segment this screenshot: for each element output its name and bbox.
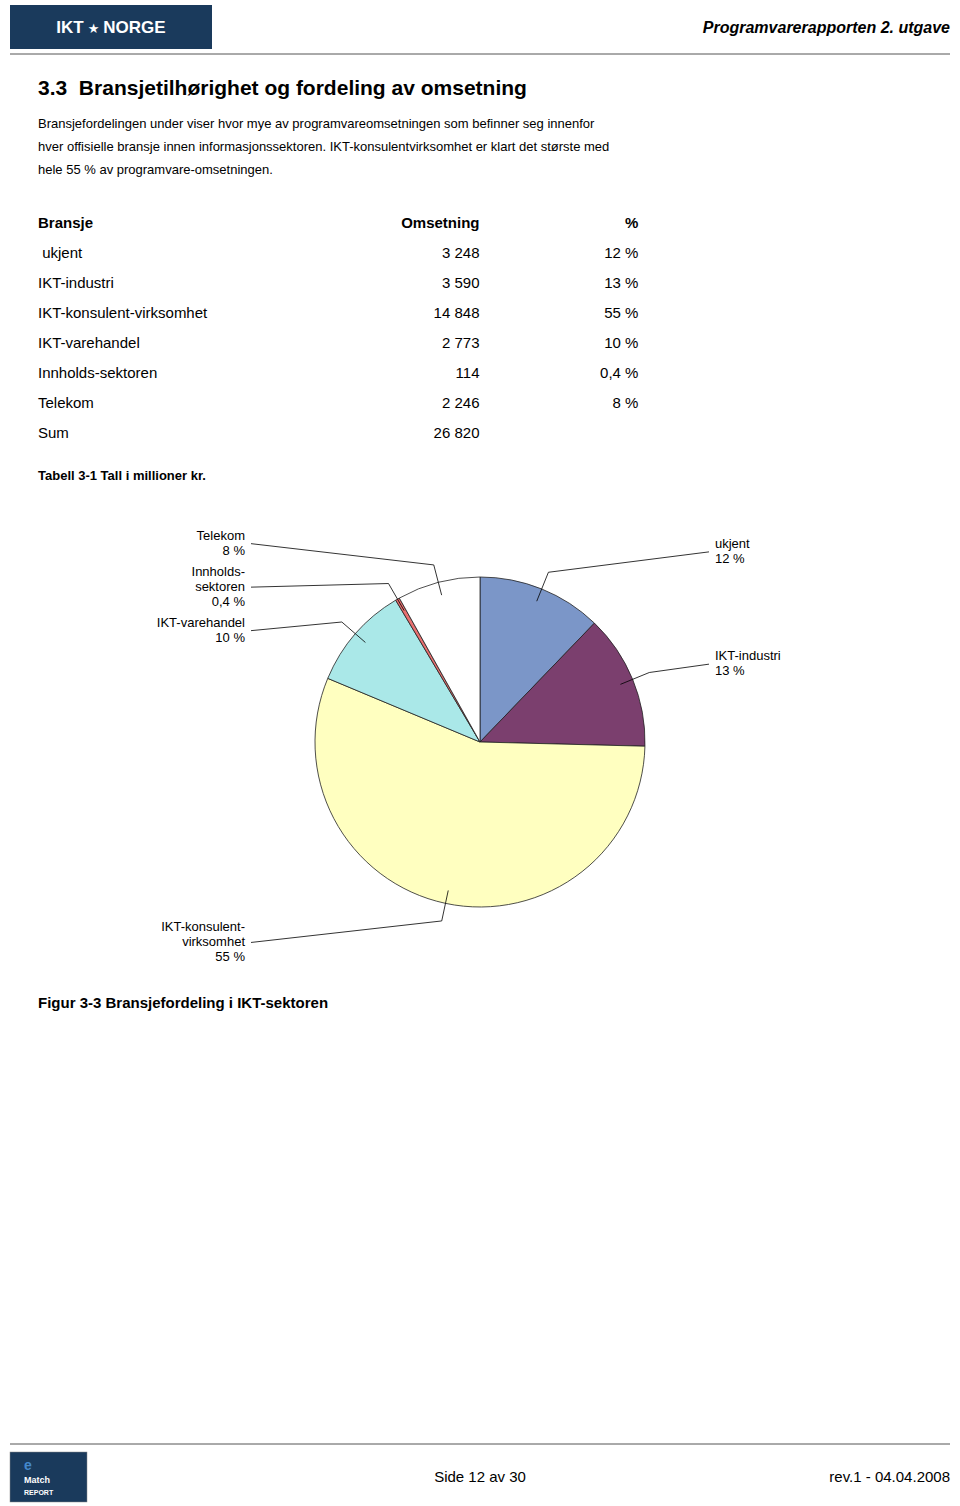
logo-text: IKT ★NORGE: [56, 18, 165, 37]
table-header: Omsetning: [401, 214, 479, 231]
table-cell: 3 590: [442, 274, 480, 291]
footer-line: [10, 1444, 950, 1445]
footer: e Match REPORT Side 12 av 30 rev.1 - 04.04.2…: [10, 1452, 950, 1502]
pie-slice: [399, 577, 480, 742]
slice-label: IKT-varehandel: [157, 615, 245, 630]
logo-box: [10, 5, 212, 49]
footer-logo-box: [10, 1452, 87, 1502]
footer-logo-text: Match: [24, 1475, 50, 1485]
footer-logo-text: e: [24, 1457, 32, 1473]
leader-line: [537, 552, 709, 601]
section-title: 3.3 Bransjetilhørighet og fordeling av o…: [38, 76, 527, 99]
slice-label: IKT-industri: [715, 648, 781, 663]
leader-line: [251, 890, 448, 942]
table-note: Tabell 3-1 Tall i millioner kr.: [38, 468, 206, 483]
table-cell: Innholds-sektoren: [38, 364, 157, 381]
table-cell: 12 %: [604, 244, 638, 261]
figure-caption: Figur 3-3 Bransjefordeling i IKT-sektore…: [38, 994, 328, 1011]
slice-label: IKT-konsulent-virksomhet: [161, 919, 245, 949]
slice-label-line: Innholds-: [192, 564, 245, 579]
table-cell: IKT-konsulent-virksomhet: [38, 304, 208, 321]
slice-label: Innholds-sektoren: [192, 564, 245, 594]
table-cell: IKT-varehandel: [38, 334, 140, 351]
table-header: Bransje: [38, 214, 93, 231]
logo-word: IKT: [56, 18, 84, 37]
data-label: 13 %: [715, 663, 745, 678]
slice-label: Telekom: [197, 528, 245, 543]
slice-label-line: IKT-konsulent-: [161, 919, 245, 934]
logo-word: NORGE: [103, 18, 165, 37]
table-cell: 14 848: [434, 304, 480, 321]
slice-label-line: sektoren: [195, 579, 245, 594]
data-label: 10 %: [215, 630, 245, 645]
table-cell: ukjent: [38, 244, 83, 261]
data-label: 12 %: [715, 551, 745, 566]
table-cell: 3 248: [442, 244, 480, 261]
table-cell: Sum: [38, 424, 69, 441]
slice-label-line: ukjent: [715, 536, 750, 551]
body-text: hver offisielle bransje innen informasjo…: [38, 139, 609, 154]
header-title: Programvarerapporten 2. utgave: [703, 19, 950, 36]
table-cell: 2 773: [442, 334, 480, 351]
body-text: Bransjefordelingen under viser hvor mye …: [38, 116, 595, 131]
table-header: %: [625, 214, 638, 231]
table-cell: 114: [456, 364, 480, 381]
slices: [315, 577, 645, 907]
table-cell: 13 %: [604, 274, 638, 291]
data-label: 8 %: [223, 543, 246, 558]
pie-labels: ukjent12 % IKT-industri13 % IKT-konsulent-…: [157, 528, 781, 964]
slice-label-line: Telekom: [197, 528, 245, 543]
footer-center: Side 12 av 30: [434, 1468, 526, 1485]
leader-line: [251, 584, 404, 611]
table-cell: 55 %: [604, 304, 638, 321]
table: Bransje Omsetning% ukjent 3 248 12 % IKT-ind…: [38, 214, 638, 483]
pie-slice: [480, 623, 645, 746]
data-label: 0,4 %: [212, 594, 246, 609]
table-cell: 0,4 %: [600, 364, 638, 381]
header-line: [10, 54, 950, 55]
table-cell: 26 820: [434, 424, 480, 441]
table-cell: 2 246: [442, 394, 480, 411]
slice-label: ukjent: [715, 536, 750, 551]
table-cell: 10 %: [604, 334, 638, 351]
data-label: 55 %: [215, 949, 245, 964]
slice-label-line: virksomhet: [182, 934, 245, 949]
body-text: hele 55 % av programvare-omsetningen.: [38, 162, 273, 177]
footer-right: rev.1 - 04.04.2008: [829, 1468, 950, 1485]
header: IKT ★NORGE Programvarerapporten 2. utgave: [10, 5, 950, 54]
page: IKT ★NORGE Programvarerapporten 2. utgave 3…: [0, 0, 960, 1506]
leader-line: [251, 544, 442, 595]
leader-line: [251, 622, 365, 642]
table-cell: IKT-industri: [38, 274, 114, 291]
table-cell: 8 %: [613, 394, 639, 411]
footer-logo-text: REPORT: [24, 1489, 54, 1496]
leader-line: [620, 664, 709, 684]
slice-label-line: IKT-industri: [715, 648, 781, 663]
slice-label-line: IKT-varehandel: [157, 615, 245, 630]
table-cell: Telekom: [38, 394, 94, 411]
pie-chart: ukjent12 % IKT-industri13 % IKT-konsulent-…: [157, 528, 781, 964]
logo-word: ★: [88, 21, 100, 36]
